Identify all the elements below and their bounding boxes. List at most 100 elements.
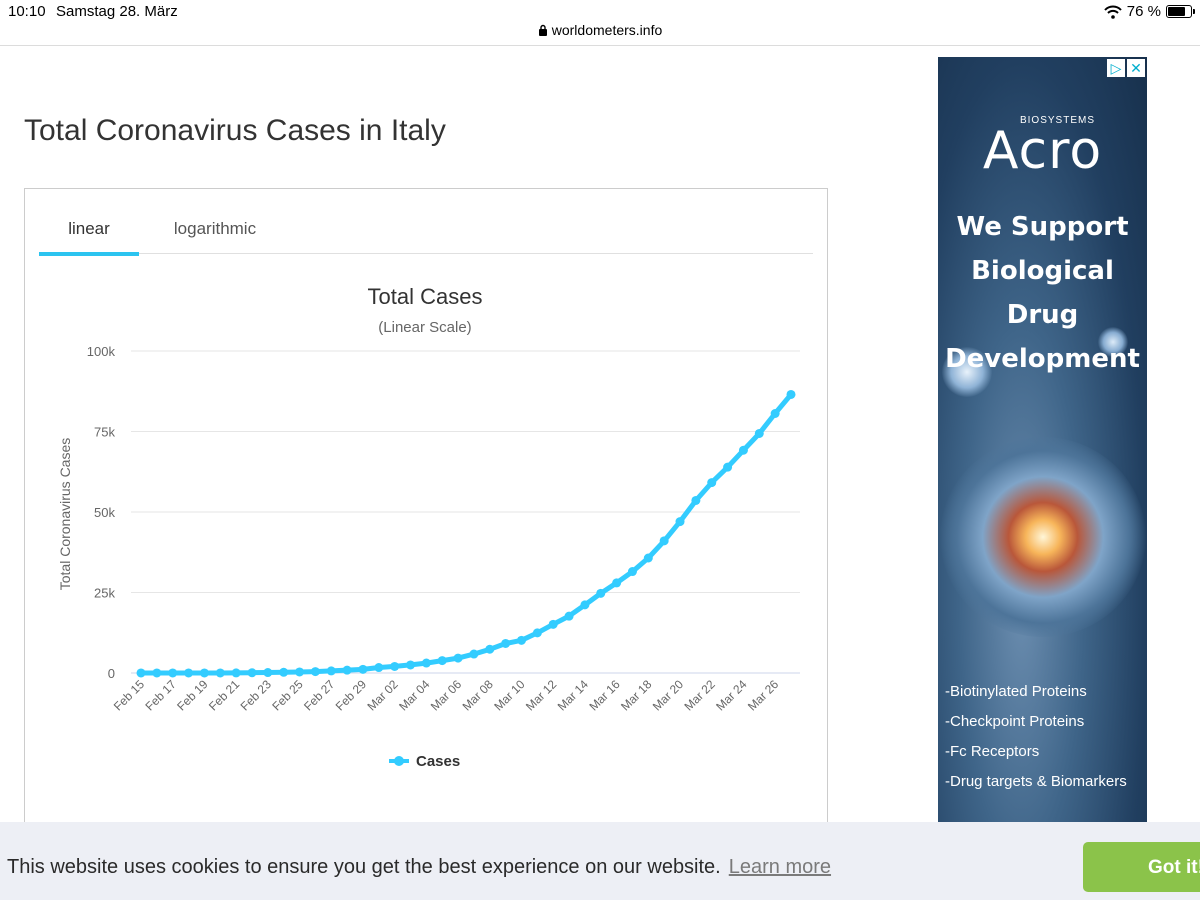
data-point: [136, 668, 146, 678]
virus-image: [940, 437, 1146, 637]
data-point: [374, 663, 384, 673]
x-tick-label: Mar 26: [745, 677, 782, 714]
data-point: [406, 660, 416, 670]
grid-lines: [131, 350, 800, 674]
tab-linear[interactable]: linear: [68, 219, 110, 238]
x-tick-label: Mar 12: [523, 677, 560, 714]
x-tick-label: Feb 17: [143, 677, 180, 714]
y-tick-labels: 0 25k 50k 75k 100k: [87, 344, 116, 681]
y-tick-label: 100k: [87, 344, 116, 359]
y-tick-label: 50k: [94, 505, 115, 520]
data-point: [707, 478, 717, 488]
data-point: [659, 536, 669, 546]
data-point: [643, 553, 653, 563]
ad-choices[interactable]: ▷ ✕: [1107, 59, 1145, 77]
x-tick-label: Mar 14: [555, 677, 592, 714]
url-text: worldometers.info: [551, 22, 663, 38]
series-line: [138, 392, 794, 676]
data-point: [199, 668, 209, 678]
x-tick-label: Mar 22: [682, 677, 719, 714]
small-virus-image-2: [1098, 327, 1128, 357]
x-tick-label: Feb 15: [111, 677, 148, 714]
x-tick-label: Feb 19: [174, 677, 211, 714]
ad-list-item: -Biotinylated Proteins: [945, 683, 1087, 700]
data-point: [390, 661, 400, 671]
chart-title: Total Cases: [368, 284, 483, 309]
chart-subtitle: (Linear Scale): [378, 319, 471, 336]
data-point: [358, 664, 368, 674]
data-point: [310, 667, 320, 677]
ad-brand-logo: Acro: [982, 121, 1103, 181]
data-point: [627, 567, 637, 577]
cases-chart: Total Cases (Linear Scale) Total Coronav…: [57, 284, 800, 770]
x-tick-label: Mar 06: [428, 677, 465, 714]
y-tick-label: 75k: [94, 425, 115, 440]
data-point: [548, 619, 558, 629]
ad-headline: We Support Biological Drug Development: [938, 205, 1147, 381]
x-tick-label: Feb 25: [269, 677, 306, 714]
battery-percent: 76 %: [1126, 3, 1161, 20]
scale-tabs: linear logarithmic: [39, 189, 813, 256]
data-point: [437, 656, 447, 666]
ad-brand-subtitle: BIOSYSTEMS: [1019, 115, 1095, 126]
data-point: [596, 588, 606, 598]
data-point: [485, 644, 495, 654]
data-point: [168, 668, 178, 678]
y-tick-label: 25k: [94, 586, 115, 601]
x-tick-label: Mar 24: [713, 677, 750, 714]
data-point: [516, 635, 526, 645]
x-tick-label: Mar 18: [618, 677, 655, 714]
data-point: [279, 667, 289, 677]
cookie-banner: This website uses cookies to ensure you …: [0, 822, 1200, 900]
got-it-button[interactable]: Got it!: [1083, 842, 1200, 892]
legend-marker: [394, 756, 404, 766]
legend[interactable]: Cases: [389, 753, 460, 770]
data-point: [786, 389, 796, 399]
ad-list-item: -Drug targets & Biomarkers: [945, 773, 1127, 790]
cookie-message: This website uses cookies to ensure you …: [7, 856, 831, 879]
x-tick-label: Feb 21: [206, 677, 243, 714]
x-tick-label: Mar 20: [650, 677, 687, 714]
learn-more-link[interactable]: Learn more: [728, 856, 832, 878]
x-tick-label: Feb 27: [301, 677, 338, 714]
small-virus-image: [942, 347, 992, 397]
data-point: [564, 611, 574, 621]
ad-list-item: -Fc Receptors: [945, 743, 1040, 760]
legend-label: Cases: [416, 753, 460, 770]
date: Samstag 28. März: [56, 3, 178, 20]
data-point: [295, 667, 305, 677]
data-point: [691, 495, 701, 505]
lock-icon: [538, 24, 547, 36]
status-icons: 76 %: [1104, 3, 1195, 20]
battery-icon: [1166, 5, 1195, 18]
x-tick-label: Mar 04: [396, 677, 433, 714]
url-bar[interactable]: worldometers.info: [0, 22, 1200, 38]
cookie-text: This website uses cookies to ensure you …: [7, 856, 721, 878]
data-point: [263, 668, 273, 678]
page-title: Total Coronavirus Cases in Italy: [24, 114, 446, 147]
data-point: [501, 638, 511, 648]
active-tab-indicator: [39, 252, 139, 256]
x-tick-label: Mar 02: [364, 677, 401, 714]
y-axis-label: Total Coronavirus Cases: [57, 438, 73, 591]
x-tick-label: Feb 29: [333, 677, 370, 714]
close-icon[interactable]: ✕: [1127, 59, 1145, 77]
data-point: [152, 668, 162, 678]
data-point: [675, 517, 685, 527]
ad-headline-line: Biological Drug: [971, 256, 1114, 330]
data-point: [231, 668, 241, 678]
data-point: [469, 649, 479, 659]
data-point: [184, 668, 194, 678]
x-tick-label: Mar 10: [491, 677, 528, 714]
x-tick-label: Mar 08: [460, 677, 497, 714]
tab-logarithmic[interactable]: logarithmic: [173, 219, 257, 238]
chart-panel: linear logarithmic Total Cases (Linear S…: [24, 188, 828, 828]
ad-headline-line: Development: [945, 344, 1140, 374]
advertisement[interactable]: ▷ ✕ BIOSYSTEMS Acro We Support Biologica…: [938, 57, 1147, 822]
data-point: [215, 668, 225, 678]
data-point: [770, 409, 780, 419]
ad-info-icon[interactable]: ▷: [1107, 59, 1125, 77]
ad-headline-line: We Support: [956, 212, 1129, 242]
x-tick-label: Feb 23: [238, 677, 275, 714]
